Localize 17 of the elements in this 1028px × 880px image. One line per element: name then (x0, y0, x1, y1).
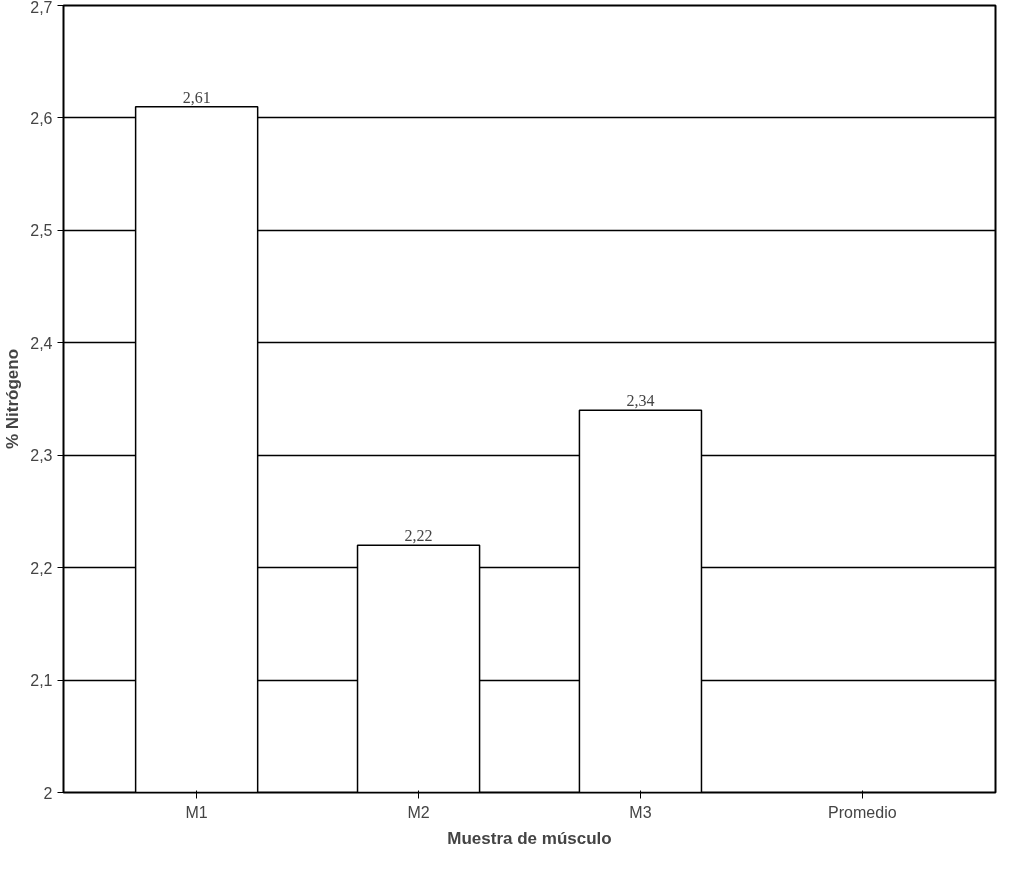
data-label: 2,34 (626, 392, 655, 410)
y-tick-label: 2,1 (30, 672, 53, 690)
x-tick-label: M2 (407, 803, 430, 821)
y-tick-label: 2 (43, 784, 53, 802)
x-axis-title: Muestra de músculo (447, 828, 612, 848)
x-tick-label: Promedio (828, 803, 897, 821)
x-tick-label: M3 (629, 803, 652, 821)
x-tick-label: M1 (185, 803, 208, 821)
y-tick-label: 2,4 (30, 334, 53, 352)
data-label: 2,61 (182, 88, 211, 106)
data-label: 2,22 (404, 527, 433, 545)
y-tick-label: 2,6 (30, 109, 53, 127)
y-tick-label: 2,7 (30, 0, 53, 16)
y-tick-label: 2,3 (30, 447, 53, 465)
y-tick-label: 2,2 (30, 559, 53, 577)
y-tick-label: 2,5 (30, 222, 53, 240)
y-axis-title: % Nitrógeno (3, 348, 23, 450)
